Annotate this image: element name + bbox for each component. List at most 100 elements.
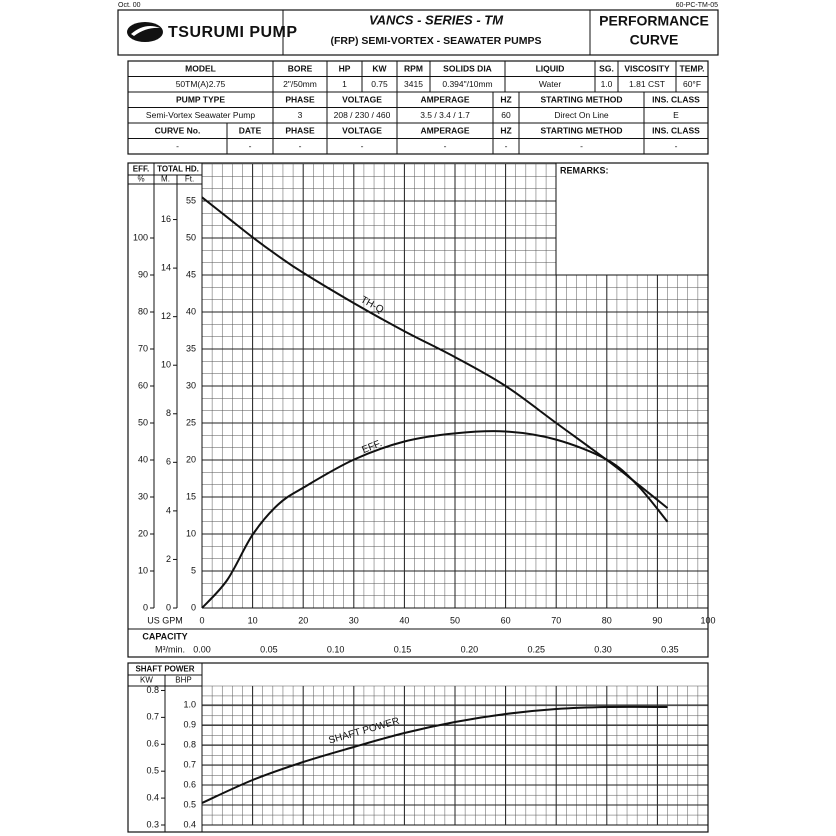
- x-tick-label: 0: [199, 615, 204, 625]
- x-tick-label: 60: [501, 615, 511, 625]
- y-tick-label: 20: [186, 454, 196, 464]
- y3-tick-label: 6: [166, 457, 171, 467]
- table-cell: E: [673, 110, 679, 120]
- table-header: PHASE: [285, 95, 315, 105]
- table-cell: 60°F: [683, 79, 701, 89]
- table-cell: 2"/50mm: [283, 79, 317, 89]
- table-header: STARTING METHOD: [540, 95, 622, 105]
- table-cell: 1: [342, 79, 347, 89]
- y-label: BHP: [175, 676, 191, 685]
- remarks-label: REMARKS:: [560, 165, 609, 175]
- y-tick-label: 40: [186, 306, 196, 316]
- x2-tick-label: 0.25: [527, 644, 545, 654]
- table-cell: Semi-Vortex Seawater Pump: [146, 110, 255, 120]
- table-header: INS. CLASS: [652, 126, 700, 136]
- table-header: CURVE No.: [155, 126, 201, 136]
- y-tick-label: 5: [191, 565, 196, 575]
- table-header: TEMP.: [680, 64, 705, 74]
- x-tick-label: 50: [450, 615, 460, 625]
- table-header: LIQUID: [536, 64, 565, 74]
- y-tick-label: 0.9: [183, 719, 196, 729]
- y3-tick-label: 0: [166, 602, 171, 612]
- x-tick-label: 90: [652, 615, 662, 625]
- table-cell: 0.75: [371, 79, 388, 89]
- y3-tick-label: 16: [161, 214, 171, 224]
- x-label: US GPM: [147, 615, 183, 625]
- curve: [201, 705, 668, 804]
- y-label: Ft.: [185, 175, 194, 184]
- y3-tick-label: 10: [161, 360, 171, 370]
- table-cell: 1.81 CST: [629, 79, 665, 89]
- x-tick-label: 70: [551, 615, 561, 625]
- table-header: SOLIDS DIA: [443, 64, 492, 74]
- y-tick-label: 0.4: [183, 819, 196, 829]
- x2-tick-label: 0.00: [193, 644, 211, 654]
- date-code: Oct. 00: [118, 2, 141, 9]
- y-tick-label: 45: [186, 269, 196, 279]
- y2-tick-label: 90: [138, 269, 148, 279]
- y3-tick-label: 2: [166, 554, 171, 564]
- y3-label: M.: [161, 175, 170, 184]
- table-cell: -: [249, 141, 252, 151]
- table-header: DATE: [239, 126, 262, 136]
- y2-tick-label: 70: [138, 343, 148, 353]
- table-header: PUMP TYPE: [176, 95, 225, 105]
- y2-tick-label: 60: [138, 380, 148, 390]
- y-tick-label: 35: [186, 343, 196, 353]
- table-cell: -: [444, 141, 447, 151]
- table-header: AMPERAGE: [420, 95, 469, 105]
- y2-tick-label: 20: [138, 528, 148, 538]
- chart-frame: [127, 662, 709, 833]
- y-tick-label: 30: [186, 380, 196, 390]
- x-tick-label: 20: [298, 615, 308, 625]
- y-tick-label: 25: [186, 417, 196, 427]
- y-tick-label: 55: [186, 195, 196, 205]
- y-tick-label: 10: [186, 528, 196, 538]
- table-header: INS. CLASS: [652, 95, 700, 105]
- y2-tick-label: 40: [138, 454, 148, 464]
- y2-tick-label: 30: [138, 491, 148, 501]
- x2-tick-label: 0.20: [461, 644, 479, 654]
- y2-tick-label: 100: [133, 232, 148, 242]
- table-header: AMPERAGE: [420, 126, 469, 136]
- remarks-box: [555, 162, 709, 276]
- y3-tick-label: 8: [166, 408, 171, 418]
- x2-tick-label: 0.15: [394, 644, 412, 654]
- y-tick-label: 0.5: [183, 799, 196, 809]
- x-tick-label: 30: [349, 615, 359, 625]
- table-header: VOLTAGE: [342, 95, 382, 105]
- table-cell: -: [361, 141, 364, 151]
- y-tick-label: 1.0: [183, 699, 196, 709]
- x2-tick-label: 0.05: [260, 644, 278, 654]
- y2-tick-label: 0.7: [146, 712, 159, 722]
- table-header: HZ: [500, 126, 511, 136]
- table-header: PHASE: [285, 126, 315, 136]
- table-header: KW: [372, 64, 387, 74]
- x2-tick-label: 0.30: [594, 644, 612, 654]
- table-cell: 0.394"/10mm: [442, 79, 492, 89]
- y-tick-label: 0.8: [183, 739, 196, 749]
- doc-type: PERFORMANCE: [599, 13, 709, 29]
- doc-type: CURVE: [630, 32, 679, 48]
- x2-label: M³/min.: [155, 644, 185, 654]
- y2-tick-label: 0.3: [146, 819, 159, 829]
- table-cell: -: [176, 141, 179, 151]
- y2-label: KW: [140, 676, 153, 685]
- curve: [201, 430, 669, 609]
- spec-table: MODEL BORE HP KW RPM SOLIDS DIA LIQUID SG. VISCO…: [127, 60, 709, 155]
- y2-tick-label: 80: [138, 306, 148, 316]
- table-cell: Direct On Line: [554, 110, 609, 120]
- x2-tick-label: 0.35: [661, 644, 679, 654]
- table-header: VISCOSITY: [624, 64, 670, 74]
- table-header: VOLTAGE: [342, 126, 382, 136]
- table-cell: 3415: [404, 79, 423, 89]
- y2-tick-label: 0.4: [146, 792, 159, 802]
- table-header: BORE: [288, 64, 313, 74]
- y2-tick-label: 50: [138, 417, 148, 427]
- table-header: RPM: [404, 64, 423, 74]
- x-tick-label: 40: [399, 615, 409, 625]
- table-header: HZ: [500, 95, 511, 105]
- doc-code: 60-PC-TM-05: [676, 2, 719, 9]
